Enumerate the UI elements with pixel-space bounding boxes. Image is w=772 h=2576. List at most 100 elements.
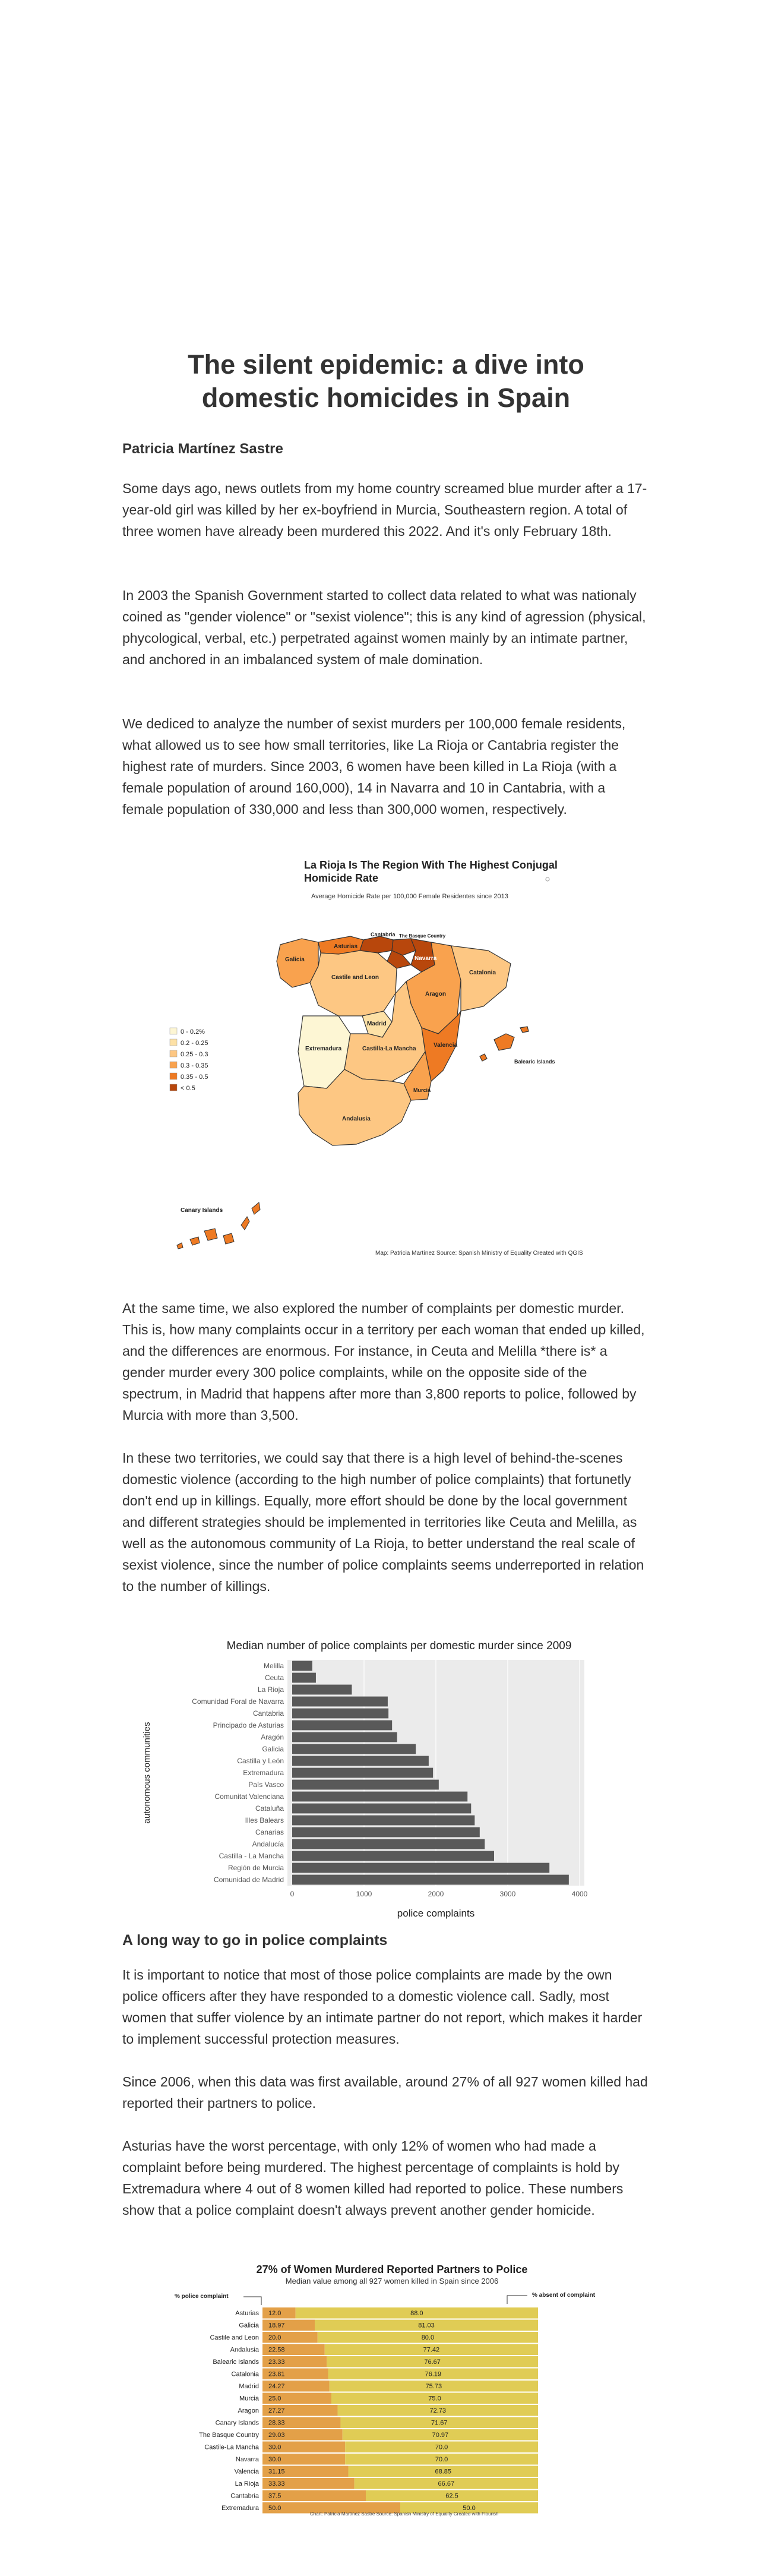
region-andalusia: [298, 1069, 412, 1146]
region-balearic-mallorca: [493, 1033, 515, 1051]
percent-chart-subtitle: Median value among all 927 women killed …: [286, 2277, 498, 2285]
complaints-x-tick-label: 1000: [356, 1890, 372, 1898]
percent-complaint-value: 30.0: [268, 2456, 281, 2463]
section-heading: A long way to go in police complaints: [122, 1932, 388, 1949]
complaints-category-label: Región de Murcia: [228, 1864, 284, 1872]
paragraph-2: In 2003 the Spanish Government started t…: [122, 588, 646, 667]
complaints-bar: [292, 1672, 316, 1683]
complaints-bar: [292, 1708, 389, 1719]
percent-complaint-bar: [262, 2332, 318, 2343]
percent-absent-value: 72.73: [430, 2407, 447, 2414]
right-bracket: [507, 2295, 527, 2304]
legend-label-3: 0.25 - 0.3: [181, 1051, 208, 1058]
label-asturias: Asturias: [334, 943, 357, 950]
percent-absent-value: 75.0: [428, 2395, 441, 2403]
map-title-line-1: La Rioja Is The Region With The Highest …: [304, 859, 558, 871]
percent-absent-bar: [315, 2319, 538, 2331]
percent-complaint-bar: [262, 2429, 343, 2441]
complaints-category-label: Canarias: [255, 1828, 284, 1836]
complaints-category-label: Castilla y León: [237, 1757, 284, 1765]
percent-absent-value: 81.03: [418, 2322, 435, 2329]
percent-chart-credit: Chart: Patricia Martínez Sastre Source: …: [310, 2511, 498, 2517]
complaints-bar: [292, 1696, 388, 1707]
region-canary-5: [241, 1216, 250, 1230]
percent-complaint-bar: [262, 2405, 338, 2416]
complaints-category-label: Comunitat Valenciana: [214, 1792, 284, 1801]
percent-category-label: Navarra: [236, 2456, 260, 2463]
region-canary-3: [204, 1228, 218, 1241]
percent-absent-value: 62.5: [445, 2493, 458, 2500]
complaints-category-label: Cantabria: [253, 1709, 284, 1718]
percent-complaint-value: 23.81: [268, 2371, 285, 2378]
label-andalusia: Andalusia: [342, 1116, 371, 1122]
complaints-category-label: Galicia: [262, 1745, 284, 1753]
percent-absent-value: 75.73: [426, 2383, 442, 2390]
label-galicia: Galicia: [285, 956, 305, 963]
percent-absent-value: 50.0: [463, 2505, 475, 2512]
legend-swatch-1: [169, 1027, 178, 1035]
percent-complaint-value: 22.58: [268, 2347, 285, 2354]
percent-complaint-bar: [262, 2368, 328, 2379]
percent-right-label: % absent of complaint: [532, 2292, 596, 2299]
region-balearic-ibiza: [479, 1053, 488, 1062]
paragraph-6: It is important to notice that most of t…: [122, 1967, 643, 2047]
paragraph-1: Some days ago, news outlets from my home…: [122, 481, 647, 539]
percent-absent-bar: [366, 2490, 538, 2501]
label-navarra: Navarra: [415, 955, 437, 962]
region-basque: [391, 938, 416, 956]
percent-category-label: Murcia: [239, 2395, 260, 2403]
complaints-bar: [292, 1684, 352, 1695]
complaints-bar: [292, 1791, 468, 1802]
percent-category-label: Canary Islands: [216, 2420, 260, 2427]
percent-complaint-value: 23.33: [268, 2359, 285, 2366]
label-valencia: Valencia: [434, 1042, 457, 1049]
percent-absent-bar: [329, 2381, 538, 2392]
region-canary-6: [251, 1202, 261, 1215]
region-balearic-menorca: [520, 1026, 529, 1033]
percent-complaint-value: 24.27: [268, 2383, 285, 2390]
paragraph-8: Asturias have the worst percentage, with…: [122, 2138, 624, 2218]
percent-absent-value: 88.0: [410, 2310, 423, 2317]
complaints-category-label: Ceuta: [265, 1674, 284, 1682]
percent-absent-bar: [324, 2344, 538, 2355]
complaints-x-ticks: 0 1000 2000 3000 4000: [290, 1890, 588, 1898]
percent-category-label: Castile-La Mancha: [204, 2444, 260, 2451]
complaints-bar: [292, 1827, 480, 1838]
label-catalonia: Catalonia: [469, 970, 496, 976]
percent-category-label: Madrid: [239, 2383, 259, 2390]
percent-complaint-value: 27.27: [268, 2407, 285, 2414]
complaints-category-label: Cataluña: [255, 1804, 284, 1813]
complaints-x-axis-label: police complaints: [397, 1908, 474, 1919]
percent-complaint-bar: [262, 2417, 341, 2428]
percent-left-label: % police complaint: [175, 2293, 229, 2300]
legend-swatch-5: [169, 1072, 178, 1080]
percent-complaint-value: 29.03: [268, 2432, 285, 2439]
map-marker-dot: [545, 877, 550, 882]
percent-complaint-bar: [262, 2356, 327, 2367]
percent-absent-bar: [317, 2332, 538, 2343]
map-subtitle: Average Homicide Rate per 100,000 Female…: [311, 893, 508, 900]
complaints-bar: [292, 1803, 472, 1814]
percent-absent-value: 76.19: [425, 2371, 441, 2378]
legend-label-2: 0.2 - 0.25: [181, 1040, 208, 1047]
article-title: The silent epidemic: a dive into domesti…: [122, 348, 650, 415]
paragraph-3: We dediced to analyze the number of sexi…: [122, 716, 626, 817]
complaints-category-label: Melilla: [264, 1662, 284, 1670]
region-canary-4: [223, 1233, 235, 1245]
percent-complaint-value: 20.0: [268, 2334, 281, 2341]
legend-label-5: 0.35 - 0.5: [181, 1074, 208, 1081]
complaints-bar: [292, 1660, 312, 1671]
percent-complaint-value: 18.97: [268, 2322, 285, 2329]
map-title-line-2: Homicide Rate: [304, 872, 378, 884]
label-basque: The Basque Country: [399, 933, 446, 939]
percent-absent-bar: [354, 2478, 538, 2489]
label-cantabria: Cantabria: [371, 932, 396, 937]
author-name: Patricia Martínez Sastre: [122, 441, 283, 457]
complaints-bar: [292, 1767, 434, 1778]
percent-category-label: Andalusia: [230, 2347, 260, 2354]
percent-absent-value: 77.42: [423, 2347, 440, 2354]
percent-complaint-value: 30.0: [268, 2444, 281, 2451]
percent-absent-bar: [348, 2465, 538, 2477]
percent-absent-value: 70.0: [435, 2456, 448, 2463]
label-madrid: Madrid: [367, 1021, 387, 1027]
